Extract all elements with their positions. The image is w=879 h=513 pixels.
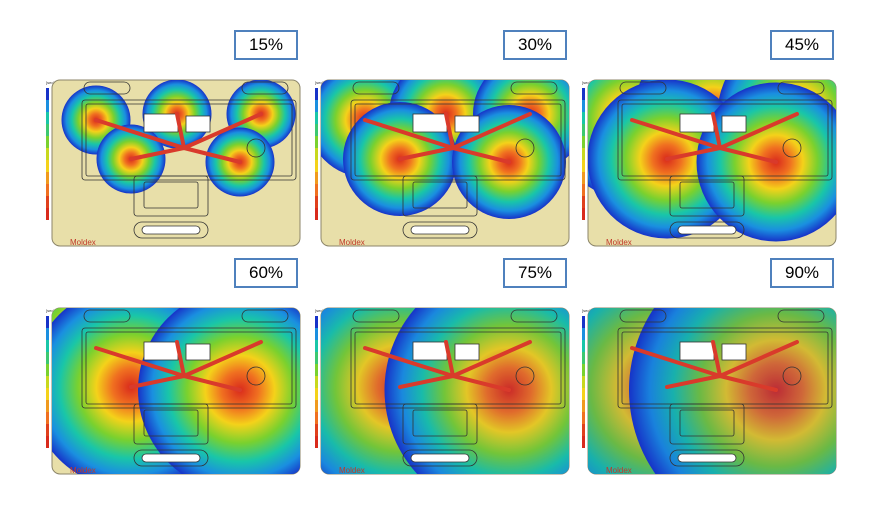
part-features — [350, 309, 566, 467]
fill-percentage-label: 75% — [503, 258, 567, 288]
fill-percentage-label: 30% — [503, 30, 567, 60]
filling-panel: 15% [sec] Moldex — [44, 30, 304, 252]
filling-panel: 90% [sec] Moldex — [580, 258, 840, 480]
runner-system — [630, 340, 799, 392]
runner-system — [363, 340, 532, 392]
part-features — [617, 309, 833, 467]
fill-percentage-label: 15% — [234, 30, 298, 60]
software-brand: Moldex — [339, 238, 365, 247]
software-brand: Moldex — [606, 466, 632, 475]
mold-fill-simulation: [sec] — [315, 307, 570, 475]
runner-system — [94, 112, 263, 164]
color-scale-bar — [582, 316, 585, 448]
color-scale-bar — [582, 88, 585, 220]
runner-system — [630, 112, 799, 164]
software-brand: Moldex — [70, 238, 96, 247]
color-scale-bar — [46, 88, 49, 220]
mold-fill-simulation: [sec] — [46, 79, 301, 247]
part-features — [81, 81, 297, 239]
color-scale-bar — [46, 316, 49, 448]
part-features — [617, 81, 833, 239]
software-brand: Moldex — [70, 466, 96, 475]
scale-unit-label: [sec] — [46, 308, 54, 313]
scale-unit-label: [sec] — [582, 80, 590, 85]
mold-fill-simulation: [sec] — [46, 307, 301, 475]
mold-fill-simulation: [sec] — [582, 307, 837, 475]
software-brand: Moldex — [606, 238, 632, 247]
runner-system — [94, 340, 263, 392]
mold-fill-simulation: [sec] — [582, 79, 837, 247]
fill-percentage-label: 60% — [234, 258, 298, 288]
filling-panel: 60% [sec] Moldex — [44, 258, 304, 480]
color-scale-bar — [315, 316, 318, 448]
software-brand: Moldex — [339, 466, 365, 475]
filling-panel: 45% [sec] Moldex — [580, 30, 840, 252]
scale-unit-label: [sec] — [582, 308, 590, 313]
fill-percentage-label: 45% — [770, 30, 834, 60]
scale-unit-label: [sec] — [46, 80, 54, 85]
color-scale-bar — [315, 88, 318, 220]
filling-panel: 75% [sec] Moldex — [313, 258, 573, 480]
mold-fill-simulation: [sec] — [315, 79, 570, 247]
scale-unit-label: [sec] — [315, 308, 323, 313]
fill-percentage-label: 90% — [770, 258, 834, 288]
filling-panel: 30% [sec] Moldex — [313, 30, 573, 252]
part-features — [350, 81, 566, 239]
part-features — [81, 309, 297, 467]
scale-unit-label: [sec] — [315, 80, 323, 85]
runner-system — [363, 112, 532, 164]
